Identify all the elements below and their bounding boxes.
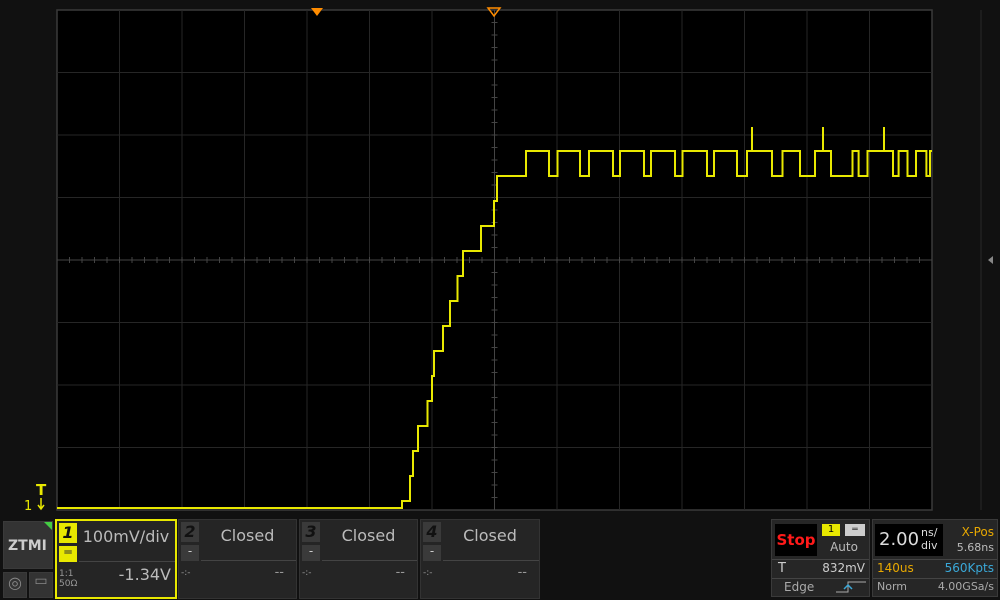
channel-3-number: 3 (302, 522, 320, 542)
xpos-label: X-Pos (961, 525, 994, 539)
channel-2-probe: -:- (181, 568, 191, 578)
channel-2-scale: Closed (220, 526, 275, 545)
record-time: 140us (877, 561, 914, 575)
time-reference-marker[interactable] (486, 7, 502, 18)
channel-3-coupling: - (302, 545, 320, 561)
channel-2-number: 2 (181, 522, 199, 542)
channel-2-panel[interactable]: 2 - Closed -- -:- (178, 519, 297, 599)
sample-rate: 4.00GSa/s (937, 580, 994, 593)
channel-3-probe: -:- (302, 568, 312, 578)
channel-4-panel[interactable]: 4 - Closed -- -:- (420, 519, 540, 599)
channel-4-offset: -- (517, 565, 527, 580)
channel-3-panel[interactable]: 3 - Closed -- -:- (299, 519, 418, 599)
channel-1-number: 1 (59, 523, 77, 543)
channel-1-offset[interactable]: -1.34V (118, 565, 171, 584)
trigger-level[interactable]: 832mV (822, 561, 865, 575)
trigger-label: T (778, 561, 786, 576)
channel-4-number: 4 (423, 522, 441, 542)
channel-3-offset: -- (395, 565, 405, 580)
rising-edge-icon (836, 581, 866, 593)
channel-4-probe: -:- (423, 568, 433, 578)
timebase-panel[interactable]: 2.00 ns/ div X-Pos 5.68ns 140us 560Kpts … (872, 519, 998, 597)
memory-depth[interactable]: 560Kpts (944, 561, 994, 575)
xpos-value[interactable]: 5.68ns (956, 541, 994, 554)
channel-2-coupling: - (181, 545, 199, 561)
waveform-display[interactable]: 1 T (0, 0, 1000, 518)
trigger-panel[interactable]: Stop 1 ═ Auto T 832mV Edge (771, 519, 870, 597)
timebase-unit-div: div (921, 539, 938, 552)
acquisition-mode[interactable]: Norm (877, 580, 908, 593)
trigger-mode[interactable]: Auto (830, 540, 858, 554)
logo-button[interactable]: ZTMI (3, 521, 53, 569)
trigger-arrow-icon (37, 498, 45, 511)
graticule (57, 10, 932, 510)
channel-3-scale: Closed (341, 526, 396, 545)
run-stop-button[interactable]: Stop (775, 524, 817, 556)
channel-4-coupling: - (423, 545, 441, 561)
channel-2-offset: -- (274, 565, 284, 580)
channel-1-panel[interactable]: 1 ═ 100mV/div -1.34V 1:1 50Ω (55, 519, 177, 599)
trigger-level-marker[interactable]: T (36, 481, 47, 499)
channel-4-scale: Closed (463, 526, 517, 545)
dc-coupling-icon: ═ (59, 546, 77, 562)
touch-lock-button[interactable]: ◎ (3, 572, 27, 598)
trigger-type[interactable]: Edge (784, 580, 815, 594)
trigger-source[interactable]: 1 (822, 524, 840, 536)
channel-1-ground-marker[interactable]: 1 (24, 499, 32, 514)
channel-1-trace (57, 127, 932, 509)
dc-coupling-icon: ═ (845, 524, 865, 536)
channel-1-scale[interactable]: 100mV/div (82, 527, 170, 546)
screen-touch-button[interactable]: ▭ (29, 572, 53, 598)
timebase-unit: ns/ (921, 526, 938, 539)
timebase-scale[interactable]: 2.00 ns/ div (875, 524, 943, 556)
timebase-value: 2.00 (879, 529, 920, 550)
ztmi-logo: ZTMI (8, 538, 47, 554)
right-panel-expand-icon[interactable] (988, 256, 993, 264)
trigger-position-marker[interactable] (311, 8, 323, 16)
channel-1-probe: 1:1 50Ω (59, 569, 78, 589)
